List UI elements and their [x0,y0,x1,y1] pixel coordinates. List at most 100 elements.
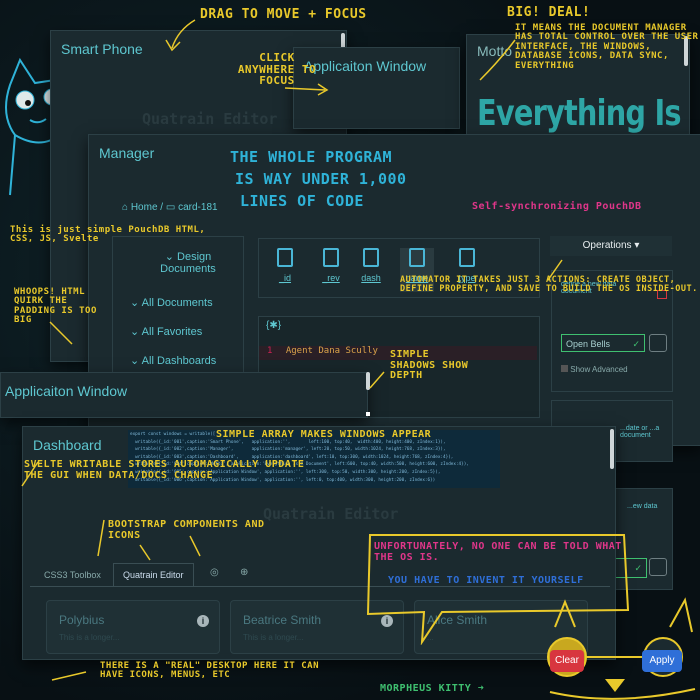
motto-line-1: Everything Is [477,93,682,134]
code-line: writable({_id:'006',caption:'Application… [130,477,436,483]
window-title[interactable]: Applicaiton Window [304,58,427,74]
annotation-bigdeal: Big! Deal! [507,5,591,20]
clear-button[interactable]: Clear [550,650,584,672]
check-icon: ✓ [634,563,642,573]
sidebar-item-all-dashboards[interactable]: ⌄ All Dashboards [130,354,216,367]
operations-menu[interactable]: Operations ▾ [550,236,672,256]
dashboard-card[interactable]: Beatrice Smith This is a longer... i [230,600,404,654]
window-title[interactable]: Smart Phone [61,41,143,57]
line-text[interactable]: Agent Dana Scully [285,346,378,356]
document-icon [459,248,475,267]
open-bells-field[interactable]: Open Bells ✓ [561,334,645,352]
home-icon: ⌂ [122,202,131,213]
document-icons-row [258,238,540,298]
annotation-unfortunately: Unfortunately, no one can be told what t… [374,541,622,563]
breadcrumb-card[interactable]: card-181 [178,202,218,213]
annotation-program-1: The whole program [230,148,393,166]
chevron-down-icon: ⌄ [164,251,178,263]
tab-toolbox[interactable]: CSS3 Toolbox [44,570,101,580]
editor-tag: {✱} [266,320,282,331]
new-data-link[interactable]: ...ew data [627,503,658,510]
document-icon [363,248,379,267]
sidebar-item-label: Design Documents [160,251,216,275]
document-icon [277,248,293,267]
annotation-desktop: There is a "real" desktop here it can ha… [100,661,319,681]
tab-quatrain-editor[interactable]: Quatrain Editor [113,563,194,586]
speech-bubble [366,534,630,645]
annotation-svelte: Svelte writable stores automagically upd… [24,459,305,481]
annotation-bigdeal-text: It means the document manager has total … [515,23,699,71]
doc-icon-label: type [458,273,476,283]
annotation-array: Simple array makes windows appear [216,429,432,440]
info-icon[interactable]: i [381,615,393,627]
code-line: export const windows = writable([ [130,432,216,437]
resize-handle[interactable] [366,412,370,416]
line-number: 1 [267,346,273,356]
card-title: Beatrice Smith [243,613,322,627]
doc-icon-name[interactable]: name [400,248,434,292]
info-icon[interactable]: i [197,615,209,627]
card-description: ... [427,633,434,642]
card-title: Alice Smith [427,613,488,627]
document-icon [409,248,425,267]
card-description: This is a longer... [243,633,304,642]
chevron-down-icon: ⌄ [130,326,142,338]
doc-icon-label: name [405,273,429,283]
copy-button[interactable] [649,334,667,352]
doc-icon-label: dash [361,273,381,283]
breadcrumb-home[interactable]: Home [130,202,158,213]
sidebar-item-label: All Favorites [141,326,203,338]
annotation-program-2: is way under 1,000 [235,170,407,188]
code-line: writable({_id:'005',caption:'Application… [130,469,441,475]
faint-label: Quatrain Editor [142,110,278,128]
show-advanced-label: Show Advanced [570,365,628,374]
scrollbar[interactable] [684,36,688,66]
annotation-drag: Drag to move + focus [200,7,367,22]
tab-divider [30,586,610,587]
doc-icon-dash[interactable]: dash [354,248,388,283]
card-title: Polybius [59,613,105,627]
application-window-2[interactable]: Applicaiton Window [0,372,368,418]
open-bells-value: Open Bells [566,339,611,349]
window-title[interactable]: Applicaiton Window [5,383,128,399]
define-data-link[interactable]: define a new data document [561,281,617,295]
apply-button[interactable]: Apply [642,650,682,672]
code-snippet: export const windows = writable([ writab… [128,430,500,488]
sidebar [112,236,244,398]
code-line: writable({_id:'004',caption:'Motto', app… [130,462,469,468]
document-icon [323,248,339,267]
window-title[interactable]: Dashboard [33,437,102,453]
doc-icon-type[interactable]: type [450,248,484,283]
sidebar-item-all-documents[interactable]: ⌄ All Documents [130,296,213,309]
editor-line[interactable]: 1 Agent Dana Scully [259,346,537,360]
chevron-down-icon: ⌄ [130,297,142,309]
annotation-whoops: Whoops! HTML Quirk the padding is too bi… [14,287,97,326]
scrollbar[interactable] [610,429,614,469]
show-advanced-checkbox[interactable]: Show Advanced [561,365,628,374]
dashboard-card[interactable]: Polybius This is a longer... i [46,600,220,654]
annotation-click: Click anywhere to focus [237,51,317,88]
chevron-down-icon: ⌄ [130,355,142,367]
selfsync-text: Self-synchronizing [472,201,590,212]
code-line: writable({_id:'002',caption:'Manager', a… [130,447,446,453]
update-link[interactable]: ...date or ...a document [620,425,660,439]
plus-icon[interactable]: ⊕ [240,567,249,578]
copy-button[interactable] [649,558,667,576]
pouchdb-text: PouchDB [595,201,642,212]
sidebar-item-label: All Documents [141,297,213,309]
application-window[interactable]: Applicaiton Window [293,47,460,129]
delete-icon[interactable] [657,290,667,299]
doc-icon-id[interactable]: _id [268,248,302,283]
gear-icon[interactable]: ◎ [210,567,219,578]
annotation-automator: Automator it takes just 3 actions: creat… [400,275,698,294]
annotation-bootstrap: Bootstrap components and icons [108,519,265,541]
faint-label: Quatrain Editor [263,505,399,523]
code-line: writable({_id:'001',caption:'Smart Phone… [130,439,446,445]
sidebar-item-label: All Dashboards [141,355,217,367]
doc-icon-rev[interactable]: _rev [314,248,348,283]
sidebar-item-design-documents[interactable]: ⌄ Design Documents [148,250,228,275]
window-title[interactable]: Manager [99,145,155,161]
sidebar-item-all-favorites[interactable]: ⌄ All Favorites [130,325,202,338]
scrollbar[interactable] [366,372,370,390]
